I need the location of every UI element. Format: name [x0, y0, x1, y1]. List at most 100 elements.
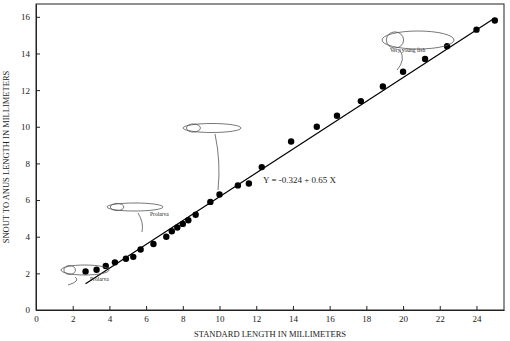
x-tick: 2	[71, 306, 76, 324]
x-tick-label: 24	[472, 314, 482, 324]
x-tick-mark	[109, 306, 110, 310]
y-tick-label: 12	[21, 85, 30, 95]
fish-label: Prolarva	[150, 211, 169, 217]
arrow	[397, 50, 402, 70]
y-axis: 0 2 4 6 8 10 12 14 16	[21, 5, 40, 316]
x-tick: 8	[181, 306, 186, 324]
y-tick-mark	[36, 310, 40, 311]
x-tick-label: 22	[436, 314, 445, 324]
data-point	[314, 124, 320, 130]
x-tick-label: 18	[362, 314, 372, 324]
y-tick-mark	[36, 237, 40, 238]
x-axis-line	[37, 310, 505, 311]
x-tick-label: 8	[181, 314, 186, 324]
x-tick: 10	[216, 306, 226, 324]
x-tick: 16	[326, 306, 336, 324]
x-tick: 20	[399, 306, 409, 324]
regression-line	[86, 18, 495, 284]
x-tick-label: 4	[108, 314, 113, 324]
data-point	[334, 113, 340, 119]
y-tick: 12	[21, 85, 40, 95]
x-tick-mark	[256, 306, 257, 310]
x-tick-label: 20	[399, 314, 409, 324]
data-point	[246, 180, 252, 186]
x-tick: 4	[108, 306, 113, 324]
y-tick-label: 10	[21, 122, 31, 132]
plot: 0246810121416182022240246810121416	[21, 4, 505, 324]
data-point	[93, 266, 99, 272]
x-tick-mark	[366, 306, 367, 310]
data-point	[163, 234, 169, 240]
x-axis-title: STANDARD LENGTH IN MILLIMETERS	[194, 329, 346, 339]
fish-drawing	[386, 32, 403, 48]
fish-label: Very young fish	[390, 47, 425, 53]
fish-drawing	[64, 266, 76, 275]
x-tick-mark	[146, 306, 147, 310]
x-tick-mark	[440, 306, 441, 310]
y-tick-mark	[36, 90, 40, 91]
x-tick-mark	[220, 306, 221, 310]
x-tick-label: 14	[289, 314, 299, 324]
x-tick-label: 6	[144, 314, 149, 324]
y-tick-mark	[36, 127, 40, 128]
x-tick-mark	[183, 306, 184, 310]
data-point	[82, 268, 88, 274]
x-tick: 14	[289, 306, 299, 324]
y-tick: 2	[26, 269, 41, 279]
y-tick-label: 14	[21, 49, 31, 59]
x-tick: 22	[436, 306, 445, 324]
y-tick-mark	[36, 53, 40, 54]
y-tick: 16	[21, 12, 40, 22]
y-tick: 6	[26, 195, 41, 205]
y-tick-label: 0	[26, 305, 31, 315]
x-tick: 18	[362, 306, 372, 324]
x-tick-mark	[330, 306, 331, 310]
y-tick-mark	[36, 273, 40, 274]
data-point	[400, 69, 406, 75]
x-tick-mark	[73, 306, 74, 310]
x-tick-label: 10	[216, 314, 226, 324]
plot-frame	[36, 4, 504, 310]
y-tick: 0	[26, 305, 41, 315]
equation-label: Y = -0.324 + 0.65 X	[263, 175, 337, 185]
x-tick-label: 2	[71, 314, 76, 324]
x-tick: 6	[144, 306, 149, 324]
arrow	[138, 213, 143, 232]
fish-drawing	[107, 203, 163, 211]
y-tick-label: 8	[26, 159, 31, 169]
y-axis-title: SNOUT TO ANUS LENGTH IN MILLIMETERS	[1, 70, 11, 243]
y-tick: 4	[26, 232, 41, 242]
x-tick-mark	[476, 306, 477, 310]
marks	[82, 17, 498, 284]
fish-label: Prolarva	[90, 276, 109, 282]
y-tick-mark	[36, 200, 40, 201]
fish-drawing	[110, 203, 123, 210]
y-tick-label: 6	[26, 195, 31, 205]
y-tick-label: 2	[26, 269, 31, 279]
y-tick: 8	[26, 159, 41, 169]
y-tick-label: 4	[26, 232, 31, 242]
y-tick: 14	[21, 49, 40, 59]
y-tick: 10	[21, 122, 40, 132]
chart: 0246810121416182022240246810121416STANDA…	[0, 0, 510, 341]
arrow	[68, 277, 77, 285]
y-tick-label: 16	[21, 12, 31, 22]
x-axis: 024681012141618202224	[34, 306, 504, 324]
x-tick-mark	[403, 306, 404, 310]
y-tick-mark	[36, 17, 40, 18]
x-tick-label: 12	[252, 314, 261, 324]
y-tick-mark	[36, 163, 40, 164]
x-tick: 12	[252, 306, 261, 324]
fish-drawing	[61, 265, 109, 275]
x-tick-label: 16	[326, 314, 336, 324]
fish-drawing	[186, 124, 200, 132]
illustrations	[61, 31, 454, 285]
x-tick-label: 0	[34, 314, 39, 324]
data-point	[288, 138, 294, 144]
data-point	[422, 56, 428, 62]
arrow	[215, 134, 219, 190]
x-tick-mark	[293, 306, 294, 310]
x-tick: 24	[472, 306, 482, 324]
y-axis-line	[36, 5, 37, 311]
fish-drawing	[183, 124, 241, 133]
